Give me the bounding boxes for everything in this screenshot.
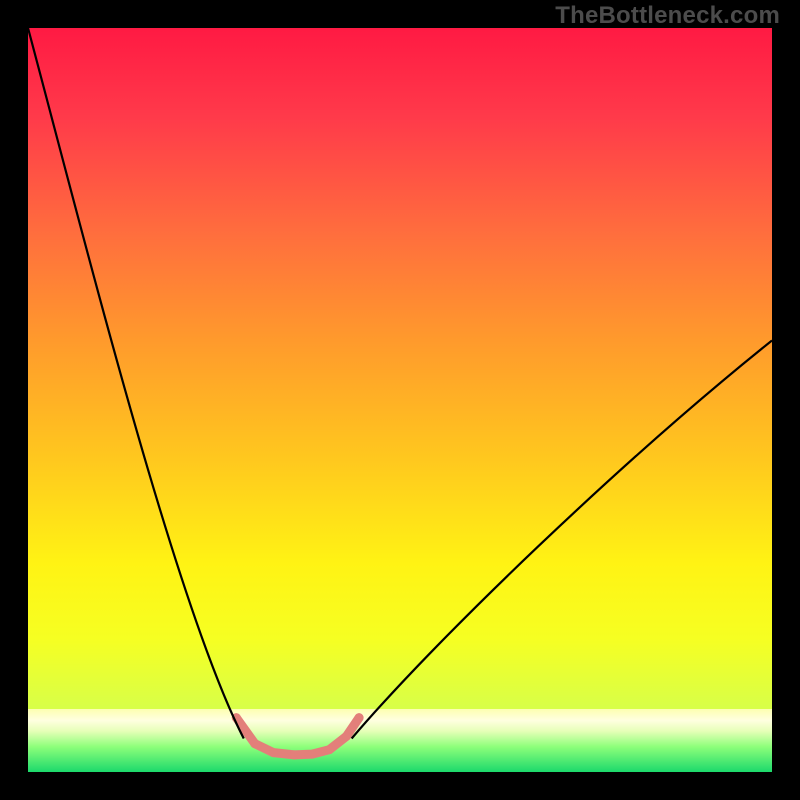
curve-left xyxy=(28,28,244,739)
trough-dot xyxy=(342,732,351,741)
chart-frame: TheBottleneck.com xyxy=(0,0,800,800)
trough-dot xyxy=(308,750,317,759)
trough-dot xyxy=(269,748,278,757)
plot-area xyxy=(28,28,772,772)
watermark-text: TheBottleneck.com xyxy=(555,2,780,30)
trough-polyline xyxy=(236,718,359,755)
trough-dot xyxy=(290,750,299,759)
curve-right xyxy=(352,340,772,738)
trough-dot xyxy=(250,739,259,748)
curve-overlay xyxy=(28,28,772,772)
trough-dot xyxy=(355,713,364,722)
trough-dot xyxy=(325,745,334,754)
